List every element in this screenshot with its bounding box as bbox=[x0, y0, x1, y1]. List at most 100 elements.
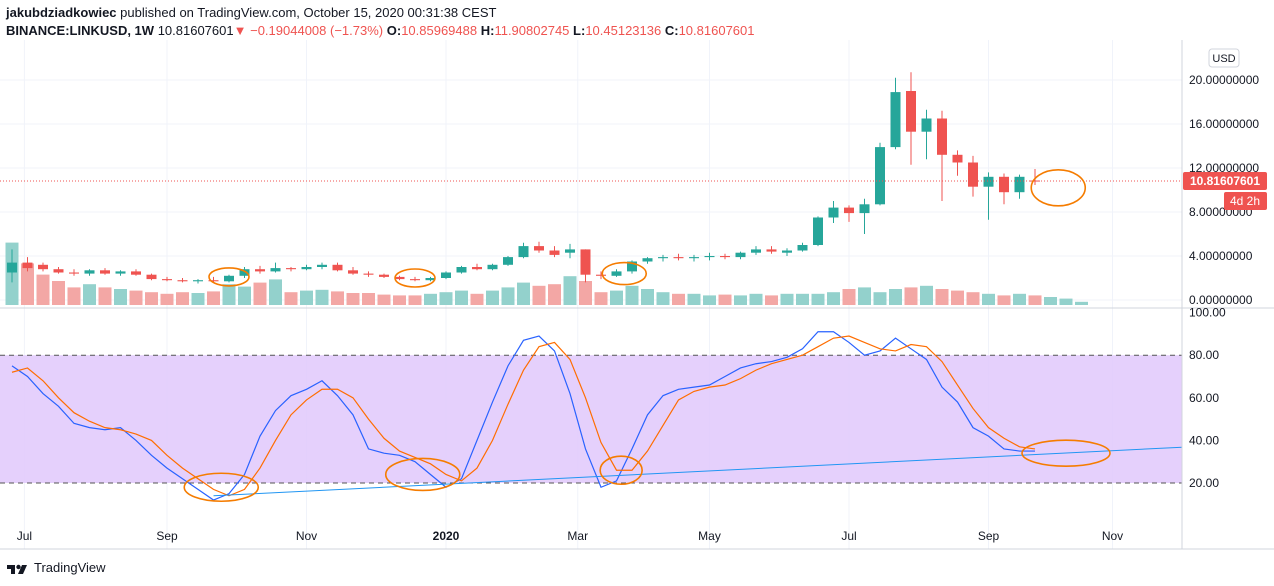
open-value: 10.85969488 bbox=[401, 23, 478, 38]
candle-body bbox=[317, 264, 327, 267]
volume-bar bbox=[346, 293, 360, 305]
volume-bar bbox=[393, 295, 406, 305]
candle-body bbox=[859, 204, 870, 214]
volume-bar bbox=[517, 282, 530, 305]
candle-body bbox=[100, 270, 110, 274]
candle-body bbox=[627, 261, 637, 272]
volume-bar bbox=[610, 290, 623, 305]
volume-bar bbox=[935, 289, 949, 305]
volume-bar bbox=[129, 290, 143, 305]
candle-body bbox=[410, 279, 420, 281]
volume-bar bbox=[749, 293, 763, 305]
volume-bar bbox=[1059, 298, 1073, 305]
rsi-tick-label: 100.00 bbox=[1189, 306, 1226, 320]
volume-bar bbox=[176, 292, 189, 305]
candle-body bbox=[875, 147, 885, 205]
volume-bar bbox=[594, 292, 608, 305]
candle-body bbox=[828, 207, 839, 218]
volume-bar bbox=[470, 293, 484, 305]
currency-button-frame[interactable] bbox=[1208, 48, 1240, 68]
volume-bar bbox=[300, 290, 313, 305]
candle-body bbox=[208, 280, 219, 282]
candle-body bbox=[906, 91, 916, 132]
rsi-annotation-circle bbox=[384, 457, 461, 492]
volume-bar bbox=[672, 293, 685, 305]
candle-body bbox=[115, 271, 126, 274]
candle-body bbox=[596, 274, 606, 276]
candle-body bbox=[704, 256, 715, 258]
candle-body bbox=[673, 257, 684, 259]
rsi-tick-label: 40.00 bbox=[1189, 433, 1219, 447]
volume-bar bbox=[269, 279, 282, 305]
time-tick-label: May bbox=[698, 529, 721, 543]
author-name[interactable]: jakubdziadkowiec bbox=[6, 5, 117, 20]
countdown-badge-bg bbox=[1224, 192, 1267, 211]
volume-bar bbox=[641, 289, 654, 305]
candle-body bbox=[999, 176, 1009, 193]
candle-body bbox=[425, 278, 436, 281]
time-tick-label: Mar bbox=[567, 529, 588, 543]
candle-body bbox=[642, 258, 653, 262]
stoch-rsi-d-line bbox=[11, 335, 1036, 497]
candle-body bbox=[472, 267, 482, 270]
volume-bars bbox=[5, 242, 1088, 305]
volume-bar bbox=[951, 290, 964, 305]
candle-body bbox=[348, 270, 358, 274]
volume-bar bbox=[780, 293, 794, 305]
price-tick-label: 20.00000000 bbox=[1189, 73, 1259, 87]
candle-body bbox=[332, 264, 343, 271]
volume-bar bbox=[21, 263, 34, 305]
volume-bar bbox=[83, 284, 96, 305]
volume-bar bbox=[966, 292, 980, 305]
candle-body bbox=[720, 256, 730, 258]
candle-body bbox=[224, 275, 234, 282]
candle-body bbox=[441, 272, 451, 278]
rsi-tick-label: 20.00 bbox=[1189, 476, 1219, 490]
volume-bar bbox=[160, 293, 174, 305]
volume-bar bbox=[36, 274, 50, 305]
volume-bar bbox=[424, 293, 437, 305]
volume-bar bbox=[501, 287, 515, 305]
candle-body bbox=[131, 271, 141, 275]
volume-bar bbox=[548, 284, 561, 305]
volume-bar bbox=[563, 276, 577, 305]
time-tick-label: Sep bbox=[978, 529, 1000, 543]
time-tick-label: 2020 bbox=[433, 529, 460, 543]
volume-bar bbox=[114, 289, 127, 305]
volume-bar bbox=[656, 292, 670, 305]
candle-body bbox=[7, 262, 17, 273]
rsi-annotation-circle bbox=[1021, 439, 1111, 467]
open-label: O: bbox=[386, 23, 402, 38]
candle-body bbox=[1014, 176, 1025, 193]
tradingview-logo[interactable]: TradingView bbox=[6, 560, 106, 575]
candlestick-series bbox=[0, 72, 1182, 284]
candle-body bbox=[813, 217, 823, 245]
price-tick-label: 4.00000000 bbox=[1189, 249, 1253, 263]
price-badge-bg bbox=[1183, 172, 1267, 191]
candle-body bbox=[379, 274, 389, 277]
rsi-annotation-circle bbox=[183, 472, 260, 503]
rsi-annotation-circle bbox=[599, 455, 643, 486]
candle-body bbox=[456, 267, 467, 273]
volume-bar bbox=[889, 289, 902, 305]
volume-bar bbox=[67, 287, 81, 305]
candle-body bbox=[177, 280, 188, 282]
candle-body bbox=[735, 252, 746, 258]
stoch-rsi-k-line bbox=[11, 331, 1035, 501]
candle-body bbox=[394, 276, 405, 280]
candle-body bbox=[84, 270, 95, 274]
candle-body bbox=[22, 262, 33, 269]
volume-bar bbox=[191, 293, 205, 305]
candle-body bbox=[162, 279, 172, 281]
low-value: 10.45123136 bbox=[585, 23, 662, 38]
volume-bar bbox=[253, 282, 267, 305]
price-badge: 10.81607601 bbox=[1190, 174, 1260, 188]
high-label: H: bbox=[480, 23, 495, 38]
low-label: L: bbox=[573, 23, 586, 38]
currency-button[interactable]: USD bbox=[1212, 53, 1235, 65]
candle-body bbox=[518, 246, 529, 258]
candle-body bbox=[766, 249, 777, 252]
close-label: C: bbox=[664, 23, 679, 38]
candle-body bbox=[239, 269, 250, 276]
